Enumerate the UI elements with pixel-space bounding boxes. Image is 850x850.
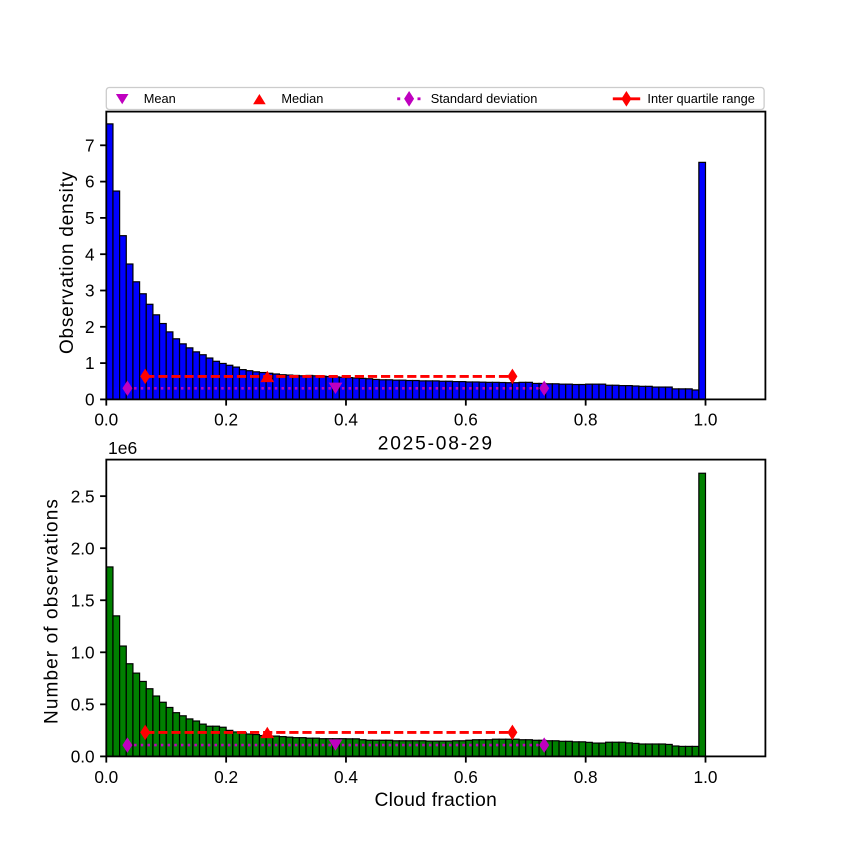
svg-text:Cloud fraction: Cloud fraction: [375, 790, 498, 811]
svg-text:0.2: 0.2: [214, 410, 238, 430]
svg-text:0.4: 0.4: [334, 410, 358, 430]
svg-text:2025-08-29: 2025-08-29: [378, 434, 494, 455]
svg-text:6: 6: [85, 172, 95, 192]
svg-text:Mean: Mean: [144, 91, 176, 106]
svg-text:Standard deviation: Standard deviation: [431, 91, 538, 106]
svg-text:0.5: 0.5: [71, 694, 95, 714]
svg-text:2.5: 2.5: [71, 486, 95, 506]
svg-text:Number of observations: Number of observations: [42, 498, 63, 724]
svg-text:0.8: 0.8: [574, 410, 598, 430]
svg-text:Observation density: Observation density: [57, 171, 78, 354]
svg-text:2.0: 2.0: [71, 538, 95, 558]
svg-text:1.0: 1.0: [71, 642, 95, 662]
svg-text:Median: Median: [281, 91, 323, 106]
svg-text:0.0: 0.0: [94, 410, 118, 430]
svg-text:0.0: 0.0: [71, 747, 95, 767]
svg-text:1.5: 1.5: [71, 590, 95, 610]
svg-text:0.0: 0.0: [94, 767, 118, 787]
svg-text:5: 5: [85, 208, 95, 228]
svg-text:7: 7: [85, 135, 95, 155]
svg-text:0.6: 0.6: [454, 767, 478, 787]
svg-text:1.0: 1.0: [694, 767, 718, 787]
svg-text:0: 0: [85, 390, 95, 410]
svg-text:4: 4: [85, 244, 95, 264]
svg-text:2: 2: [85, 317, 95, 337]
svg-text:1.0: 1.0: [694, 410, 718, 430]
svg-text:3: 3: [85, 281, 95, 301]
svg-text:0.6: 0.6: [454, 410, 478, 430]
svg-text:1: 1: [85, 353, 95, 373]
svg-text:0.2: 0.2: [214, 767, 238, 787]
svg-text:0.8: 0.8: [574, 767, 598, 787]
svg-text:1e6: 1e6: [108, 438, 137, 458]
svg-text:Inter quartile range: Inter quartile range: [647, 91, 754, 106]
svg-text:0.4: 0.4: [334, 767, 358, 787]
